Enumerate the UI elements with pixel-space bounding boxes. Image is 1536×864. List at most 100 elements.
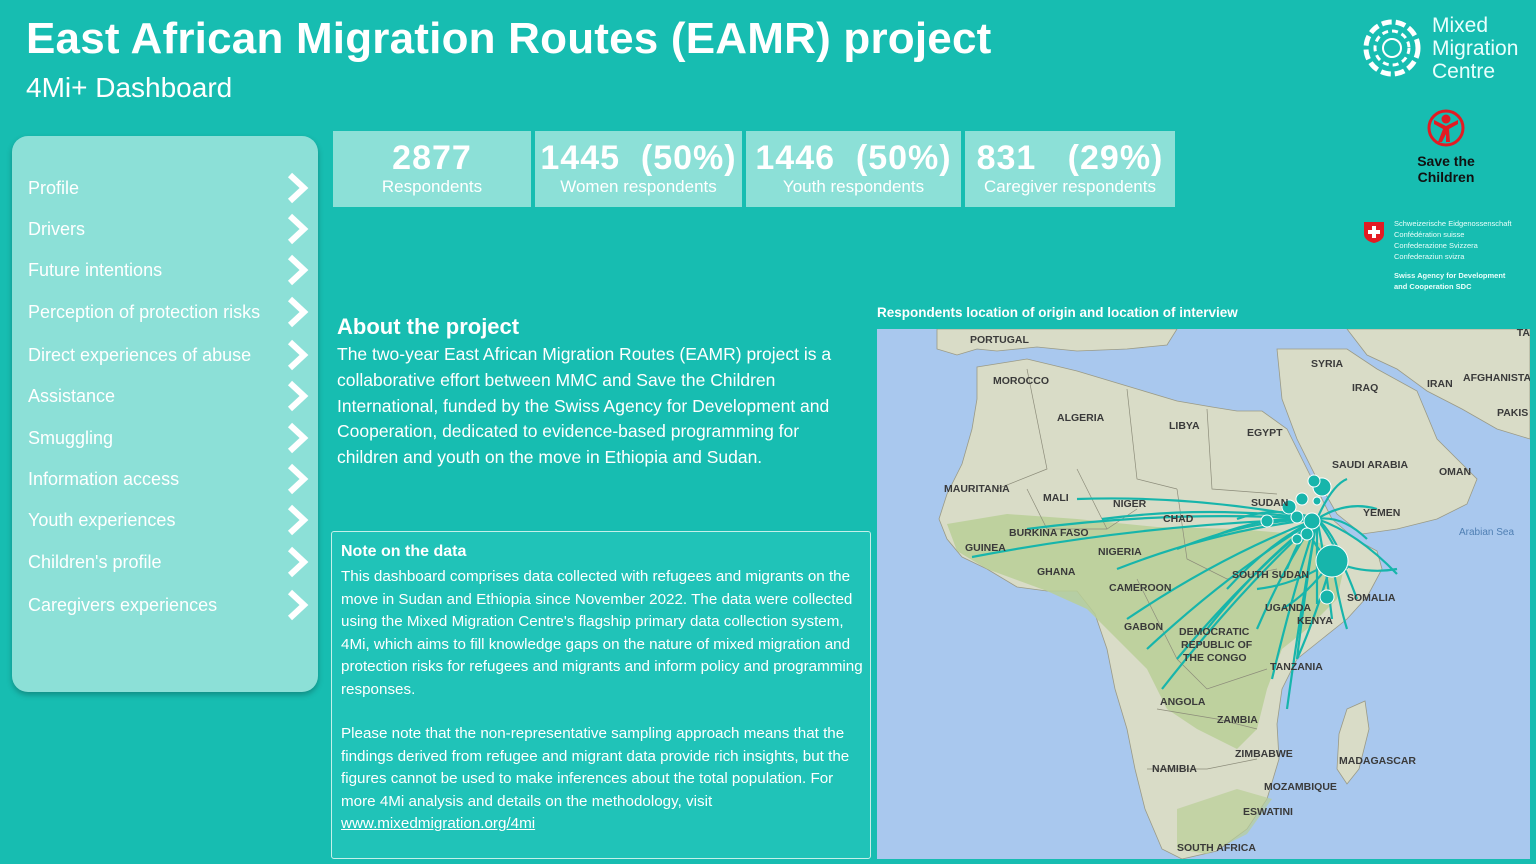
route-line: [1295, 518, 1319, 660]
map-label: TANZANIA: [1270, 661, 1323, 673]
nav-item-drivers[interactable]: Drivers: [28, 211, 310, 247]
data-note-panel: Note on the data This dashboard comprise…: [331, 531, 871, 859]
map-label: TA: [1517, 329, 1530, 339]
map-label: CHAD: [1163, 513, 1194, 525]
nav-item-future-intentions[interactable]: Future intentions: [28, 252, 310, 288]
location-node[interactable]: [1300, 527, 1314, 541]
chevron-right-icon: [287, 254, 309, 286]
chevron-right-icon: [287, 339, 309, 371]
location-node[interactable]: [1260, 514, 1274, 528]
chevron-right-icon: [287, 589, 309, 621]
map-label: UGANDA: [1265, 602, 1311, 614]
stc-line: Children: [1417, 169, 1475, 185]
nav-item-caregivers-experiences[interactable]: Caregivers experiences: [28, 587, 310, 623]
map-label: SOMALIA: [1347, 592, 1396, 604]
sdc-line: Swiss Agency for Development: [1394, 271, 1506, 280]
nav-item-label: Perception of protection risks: [28, 301, 261, 322]
map-label: SAUDI ARABIA: [1332, 459, 1408, 471]
stc-child-icon: [1427, 109, 1465, 147]
kpi-value: 1445 (50%): [540, 139, 737, 177]
map-label: GABON: [1124, 621, 1163, 633]
location-node[interactable]: [1312, 496, 1322, 506]
map-label: GUINEA: [965, 542, 1006, 554]
map-label: SOUTH AFRICA: [1177, 842, 1256, 854]
route-line: [1316, 517, 1398, 575]
kpi-card-youth: 1446 (50%) Youth respondents: [746, 131, 961, 207]
location-node[interactable]: [1315, 544, 1349, 578]
nav-item-profile[interactable]: Profile: [28, 170, 310, 206]
kpi-label: Respondents: [381, 177, 483, 196]
nav-item-experiences-of-abuse[interactable]: Direct experiences of abuse: [28, 337, 310, 373]
map-canvas: PORTUGAL MOROCCO ALGERIA LIBYA EGYPT SYRIA IRA…: [877, 329, 1530, 859]
chevron-right-icon: [287, 463, 309, 495]
location-node[interactable]: [1303, 512, 1321, 530]
map-labels: PORTUGAL MOROCCO ALGERIA LIBYA EGYPT SYRIA IRA…: [944, 329, 1530, 854]
location-node[interactable]: [1290, 510, 1304, 524]
kpi-value: 1446 (50%): [755, 139, 952, 177]
nav-item-label: Youth experiences: [28, 509, 176, 530]
route-line: [1026, 515, 1318, 531]
map-title: Respondents location of origin and locat…: [877, 305, 1238, 320]
map-label: EGYPT: [1247, 427, 1283, 439]
kpi-card-women: 1445 (50%) Women respondents: [535, 131, 742, 207]
note-title: Note on the data: [341, 543, 467, 560]
map-label: SYRIA: [1311, 358, 1344, 370]
migration-map[interactable]: PORTUGAL MOROCCO ALGERIA LIBYA EGYPT SYRIA IRA…: [877, 329, 1530, 859]
map-label: IRAQ: [1352, 382, 1378, 394]
location-node[interactable]: [1319, 589, 1335, 605]
map-label: CAMEROON: [1109, 582, 1171, 594]
nav-item-label: Caregivers experiences: [28, 594, 218, 615]
map-label: KENYA: [1297, 615, 1333, 627]
map-label: THE CONGO: [1183, 652, 1247, 664]
note-paragraph: This dashboard comprises data collected …: [341, 568, 863, 698]
chevron-right-icon: [287, 422, 309, 454]
chevron-right-icon: [287, 296, 309, 328]
nav-item-assistance[interactable]: Assistance: [28, 378, 310, 414]
nav-item-smuggling[interactable]: Smuggling: [28, 420, 310, 456]
kpi-label: Women respondents: [560, 177, 717, 196]
kpi-value: 831 (29%): [976, 139, 1164, 177]
swiss-line: Confédération suisse: [1394, 230, 1465, 239]
map-label: Arabian Sea: [1459, 527, 1514, 538]
sdc-line: and Cooperation SDC: [1394, 282, 1472, 291]
map-label: SOUTH SUDAN: [1232, 569, 1309, 581]
kpi-card-caregivers: 831 (29%) Caregiver respondents: [965, 131, 1175, 207]
methodology-link[interactable]: www.mixedmigration.org/4mi: [341, 815, 536, 832]
kpi-label: Youth respondents: [782, 177, 925, 196]
nav-item-label: Children's profile: [28, 551, 162, 572]
location-nodes: [1260, 474, 1349, 605]
sidebar-navigation: Profile Drivers Future intentions Percep…: [12, 136, 318, 692]
map-label: IRAN: [1427, 378, 1453, 390]
location-node[interactable]: [1291, 533, 1303, 545]
nav-item-label: Profile: [28, 177, 80, 198]
nav-item-protection-risks[interactable]: Perception of protection risks: [28, 294, 310, 330]
land-europe: [936, 329, 1178, 356]
chevron-right-icon: [287, 546, 309, 578]
nav-item-label: Future intentions: [28, 259, 163, 280]
chevron-right-icon: [287, 504, 309, 536]
location-node[interactable]: [1281, 499, 1297, 515]
swiss-sdc-logo: Schweizerische Eidgenossenschaft Confédé…: [1362, 218, 1536, 298]
map-label: MAURITANIA: [944, 483, 1010, 495]
nav-item-information-access[interactable]: Information access: [28, 461, 310, 497]
about-text: The two-year East African Migration Rout…: [337, 344, 832, 468]
map-label: PORTUGAL: [970, 334, 1030, 346]
route-line: [1126, 517, 1318, 620]
nav-item-label: Direct experiences of abuse: [28, 344, 252, 365]
map-label: MOZAMBIQUE: [1264, 781, 1337, 793]
nav-item-childrens-profile[interactable]: Children's profile: [28, 544, 310, 580]
swiss-flag-icon: [1364, 222, 1384, 243]
nav-item-youth-experiences[interactable]: Youth experiences: [28, 502, 310, 538]
route-line: [1116, 517, 1318, 571]
map-label: REPUBLIC OF: [1181, 639, 1253, 651]
location-node[interactable]: [1307, 474, 1321, 488]
land-asia: [1346, 329, 1530, 440]
map-label: NAMIBIA: [1152, 763, 1197, 775]
kpi-label: Caregiver respondents: [984, 177, 1156, 196]
dashboard-title: East African Migration Routes (EAMR) pro…: [26, 14, 992, 63]
map-label: ANGOLA: [1160, 696, 1206, 708]
location-node[interactable]: [1295, 492, 1309, 506]
map-label: NIGERIA: [1098, 546, 1142, 558]
save-the-children-logo: Save the Children: [1404, 108, 1488, 185]
map-label: SUDAN: [1251, 497, 1288, 509]
